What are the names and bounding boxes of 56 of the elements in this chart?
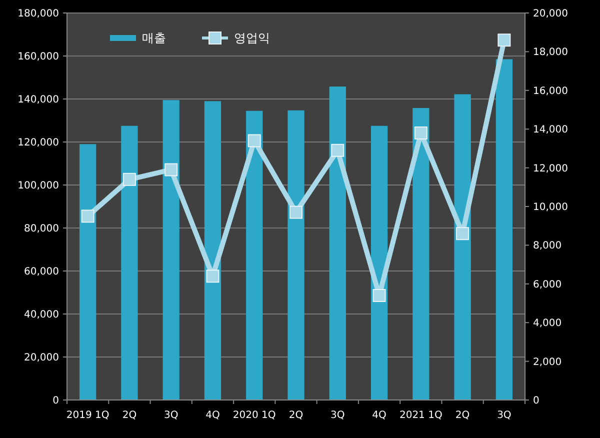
point [248,134,261,148]
point [206,270,220,283]
point [122,172,136,186]
bar [288,110,304,400]
bar [79,144,96,400]
y2-tick-label: 8,000 [533,240,562,252]
point [372,289,386,302]
y-tick-label: 180,000 [18,8,59,20]
x-tick-label: 2Q [122,410,137,421]
y2-tick-label: 10,000 [533,202,568,213]
point [290,206,302,219]
y-tick-label: 40,000 [24,310,59,320]
legend-label: 매출 [142,31,166,46]
y-tick-label: 120,000 [18,138,59,148]
point [164,163,178,176]
y2-tick-label: 14,000 [533,124,568,136]
y-tick-label: 60,000 [24,266,59,278]
x-tick-label: 3Q [497,410,512,421]
x-tick-label: 2020 1Q [232,410,276,421]
bar [496,59,513,400]
y2-tick-label: 18,000 [533,47,568,58]
bar [412,108,430,400]
bar [454,94,471,400]
x-tick-label: 4Q [206,410,220,421]
bar [329,86,346,400]
point [456,227,470,240]
y-tick-label: 20,000 [24,352,59,364]
x-tick-label: 2021 1Q [399,410,442,421]
legend-label: 영업익 [234,31,270,46]
y-tick-label: 0 [52,396,59,406]
x-tick-label: 2Q [455,410,470,421]
bar [204,101,222,400]
bar [121,126,138,400]
y-tick-label: 140,000 [18,94,59,106]
point [498,34,511,47]
point [81,210,94,223]
y2-tick-label: 2,000 [533,356,562,368]
y2-tick-label: 20,000 [533,8,568,20]
y2-tick-label: 4,000 [533,318,562,330]
point [414,126,428,140]
x-tick-label: 3Q [164,410,178,421]
x-tick-label: 2Q [288,410,304,421]
y2-tick-label: 12,000 [533,163,568,174]
y-tick-label: 160,000 [18,52,59,62]
x-tick-label: 4Q [372,410,387,421]
y2-tick-label: 0 [533,396,540,406]
bar [370,126,388,400]
point [331,144,344,157]
bar [162,100,180,400]
x-tick-label: 2019 1Q [66,410,110,421]
y2-tick-label: 6,000 [533,279,562,290]
x-tick-label: 3Q [330,410,345,421]
y-tick-label: 100,000 [18,180,59,192]
y2-tick-label: 16,000 [533,86,568,97]
bar [246,110,263,400]
y-tick-label: 80,000 [24,224,59,234]
